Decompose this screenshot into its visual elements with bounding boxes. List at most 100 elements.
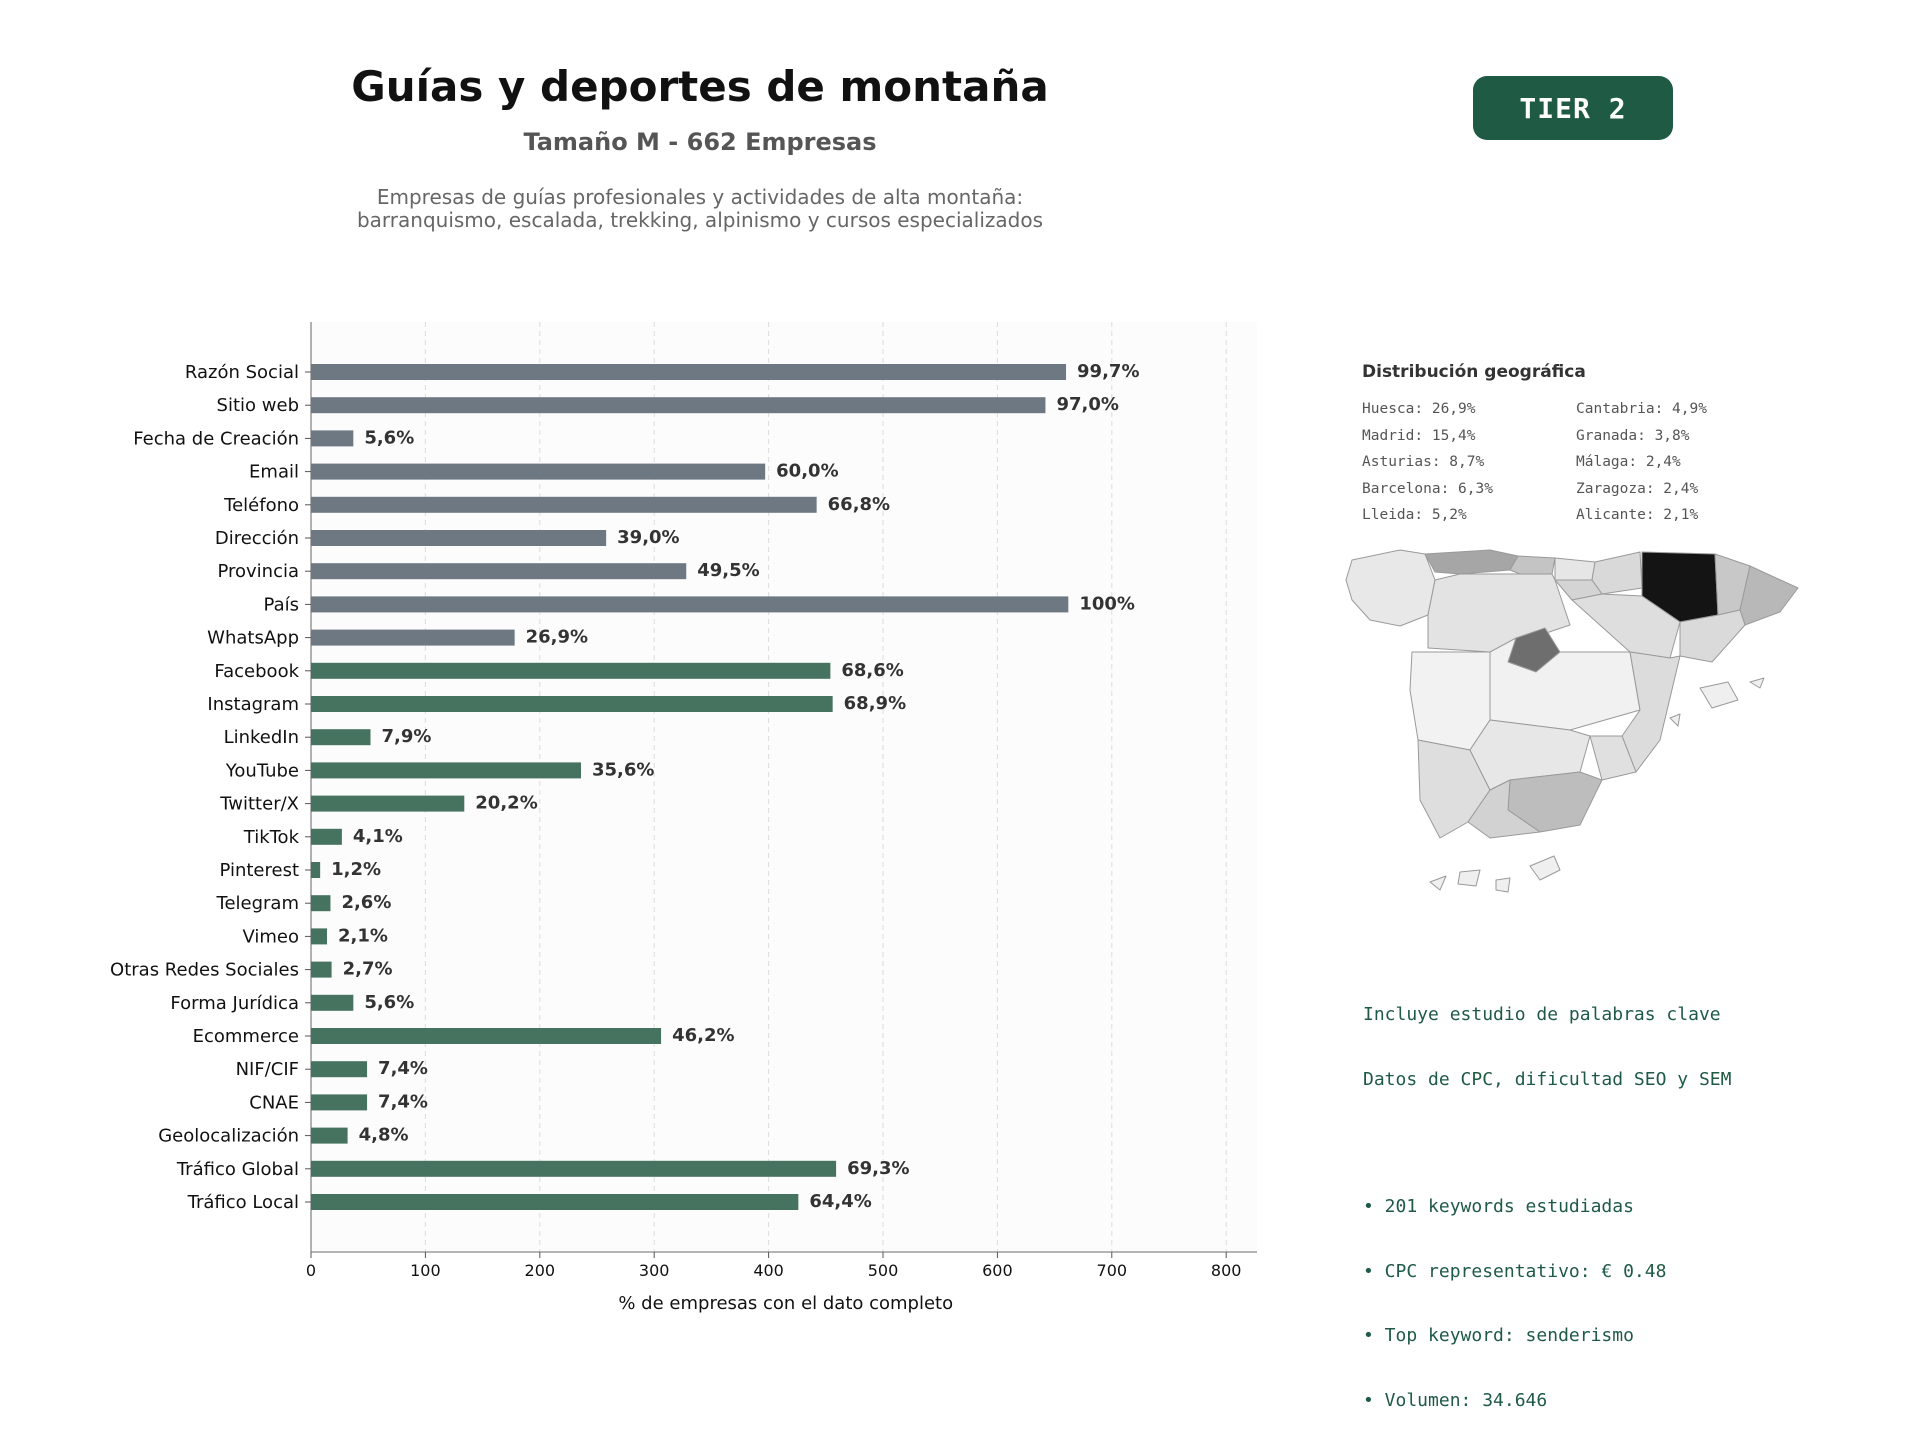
tier-badge: TIER 2 bbox=[1473, 76, 1673, 140]
data-label: 7,4% bbox=[378, 1058, 428, 1079]
bar bbox=[311, 762, 581, 779]
y-tick-label: País bbox=[264, 594, 299, 615]
bar bbox=[311, 364, 1067, 380]
bar bbox=[311, 397, 1046, 414]
spain-map bbox=[1345, 549, 1799, 893]
map-region-extremadura bbox=[1409, 651, 1491, 751]
y-tick-label: NIF/CIF bbox=[236, 1059, 299, 1080]
keywords-bullet: • CPC representativo: € 0.48 bbox=[1363, 1260, 1667, 1282]
x-tick-label: 100 bbox=[410, 1261, 441, 1280]
page-description: Empresas de guías profesionales y activi… bbox=[0, 186, 1400, 232]
y-tick-label: Geolocalización bbox=[158, 1126, 299, 1147]
data-label: 35,6% bbox=[592, 759, 654, 780]
bar bbox=[311, 895, 331, 912]
bar bbox=[311, 629, 515, 646]
geo-item: Zaragoza: 2,4% bbox=[1576, 480, 1699, 497]
page-subtitle: Tamaño M - 662 Empresas bbox=[523, 128, 877, 156]
y-tick-label: Forma Jurídica bbox=[170, 993, 299, 1014]
data-label: 5,6% bbox=[364, 992, 414, 1013]
bar bbox=[311, 961, 332, 978]
data-label: 39,0% bbox=[617, 527, 679, 548]
y-tick-label: Telegram bbox=[216, 893, 299, 914]
x-tick-label: 400 bbox=[753, 1261, 784, 1280]
x-tick-label: 300 bbox=[639, 1261, 670, 1280]
keywords-line-1: Incluye estudio de palabras clave bbox=[1363, 1004, 1721, 1025]
y-tick-label: Sitio web bbox=[217, 395, 299, 416]
geo-item: Alicante: 2,1% bbox=[1576, 507, 1699, 523]
y-tick-label: Dirección bbox=[215, 528, 299, 549]
data-label: 64,4% bbox=[809, 1191, 871, 1212]
x-tick-label: 800 bbox=[1211, 1261, 1242, 1280]
map-region-galicia bbox=[1345, 549, 1436, 627]
geo-item: Barcelona: 6,3% bbox=[1362, 480, 1493, 497]
x-tick-label: 600 bbox=[982, 1261, 1013, 1280]
bar bbox=[311, 430, 354, 447]
map-region-canarias-3 bbox=[1495, 877, 1511, 893]
data-label: 68,6% bbox=[841, 660, 903, 681]
geo-distribution-title: Distribución geográfica bbox=[1362, 362, 1586, 382]
keywords-bullet: • Volumen: 34.646 bbox=[1363, 1389, 1548, 1411]
data-label: 99,7% bbox=[1077, 361, 1139, 382]
y-tick-label: TikTok bbox=[243, 827, 300, 848]
map-region-ibiza bbox=[1669, 713, 1681, 727]
data-label: 49,5% bbox=[697, 560, 759, 581]
data-label: 4,8% bbox=[359, 1125, 409, 1146]
data-label: 60,0% bbox=[776, 461, 838, 482]
map-region-canarias-2 bbox=[1457, 869, 1481, 887]
bar bbox=[311, 1028, 662, 1044]
y-tick-label: Pinterest bbox=[219, 860, 299, 881]
bar bbox=[311, 928, 328, 945]
data-label: 20,2% bbox=[475, 793, 537, 814]
y-tick-label: Vimeo bbox=[242, 926, 299, 947]
data-label: 5,6% bbox=[364, 427, 414, 448]
map-region-mallorca bbox=[1699, 681, 1739, 709]
data-label: 1,2% bbox=[331, 859, 381, 880]
bar bbox=[311, 463, 766, 480]
y-tick-label: Provincia bbox=[217, 561, 299, 582]
data-label: 7,9% bbox=[381, 726, 431, 747]
x-tick-label: 0 bbox=[306, 1261, 316, 1280]
data-label: 7,4% bbox=[378, 1091, 428, 1112]
y-tick-label: Tráfico Global bbox=[176, 1159, 299, 1180]
x-tick-label: 200 bbox=[525, 1261, 556, 1280]
y-tick-label: Otras Redes Sociales bbox=[110, 960, 299, 981]
bar bbox=[311, 1127, 348, 1144]
description-line-2: barranquismo, escalada, trekking, alpini… bbox=[356, 208, 1043, 232]
geo-item: Lleida: 5,2% bbox=[1362, 507, 1467, 523]
bar bbox=[311, 496, 817, 513]
bar bbox=[311, 795, 465, 812]
bar bbox=[311, 1160, 837, 1177]
data-label: 4,1% bbox=[353, 826, 403, 847]
map-region-navarra bbox=[1591, 551, 1643, 595]
map-region-asturias bbox=[1424, 549, 1519, 575]
bar bbox=[311, 994, 354, 1011]
map-region-valencia bbox=[1621, 651, 1681, 773]
bar bbox=[311, 828, 342, 845]
y-tick-label: Tráfico Local bbox=[187, 1192, 299, 1213]
bar bbox=[311, 862, 321, 878]
y-tick-label: Razón Social bbox=[185, 362, 299, 383]
data-label: 2,6% bbox=[341, 892, 391, 913]
y-tick-label: CNAE bbox=[249, 1092, 299, 1113]
keywords-bullet: • Top keyword: senderismo bbox=[1363, 1325, 1634, 1346]
geo-item: Madrid: 15,4% bbox=[1362, 427, 1476, 444]
page-title: Guías y deportes de montaña bbox=[351, 62, 1049, 111]
y-tick-label: Ecommerce bbox=[193, 1026, 299, 1047]
keywords-line-2: Datos de CPC, dificultad SEO y SEM bbox=[1363, 1068, 1732, 1090]
y-tick-label: Twitter/X bbox=[219, 794, 299, 815]
bar bbox=[311, 596, 1069, 613]
map-region-tarragona bbox=[1679, 609, 1746, 663]
data-label: 2,1% bbox=[338, 925, 388, 946]
description-line-1: Empresas de guías profesionales y activi… bbox=[376, 185, 1024, 209]
geo-item: Cantabria: 4,9% bbox=[1576, 401, 1707, 417]
data-label: 97,0% bbox=[1056, 394, 1118, 415]
bar bbox=[311, 662, 831, 679]
y-tick-label: Email bbox=[249, 462, 299, 483]
geo-distribution-list: Huesca: 26,9% Cantabria: 4,9% Madrid: 15… bbox=[1362, 400, 1707, 525]
map-region-canarias-1 bbox=[1429, 875, 1447, 891]
bar bbox=[311, 530, 607, 546]
y-tick-label: Instagram bbox=[207, 694, 299, 715]
geo-item: Asturias: 8,7% bbox=[1362, 454, 1485, 470]
keywords-info: Incluye estudio de palabras clave Datos … bbox=[1363, 961, 1731, 1433]
bar-chart: 0 100 200 300 400 500 600 700 800 % de empresas c… bbox=[110, 322, 1257, 1314]
